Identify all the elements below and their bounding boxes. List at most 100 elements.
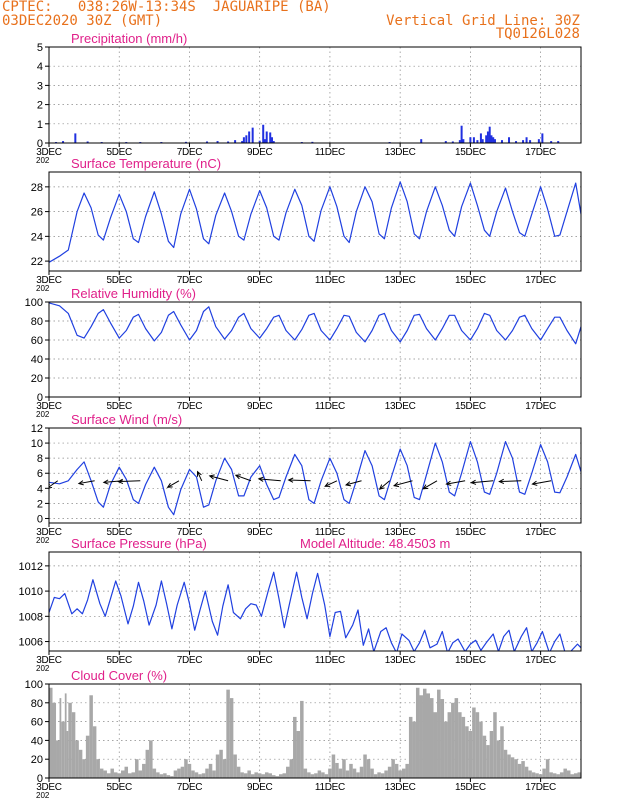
wind-arrow-shaft	[258, 478, 281, 482]
wind-xtick-label: 9DEC	[247, 527, 273, 538]
precip-xtick-label: 11DEC	[315, 147, 345, 158]
rh-series	[49, 302, 581, 345]
cloud-column	[152, 768, 157, 778]
cloud-column	[496, 740, 501, 778]
wind-arrow-head	[392, 482, 400, 488]
cloud-column	[563, 768, 567, 778]
wind-arrow-head	[287, 477, 294, 483]
precip-bar	[251, 127, 254, 143]
cloud-column	[451, 702, 455, 778]
cloud-column	[321, 772, 325, 778]
cloud-column	[415, 687, 420, 778]
wind-ytick-label: 12	[31, 423, 43, 435]
header-location: CPTEC: 038:26W-13:34S JAGUARIPE (BA)	[2, 0, 331, 15]
cloud-column	[180, 766, 185, 778]
wind-arrow-head	[196, 470, 202, 477]
header-date: 03DEC2020 30Z (GMT)	[2, 13, 163, 29]
wind-arrow-shaft	[393, 480, 413, 487]
cloud-column	[89, 695, 93, 778]
press-series	[49, 571, 581, 651]
precip-bar	[541, 133, 544, 143]
cloud-column	[454, 698, 459, 778]
press-xtick-label: 3DEC	[36, 655, 62, 666]
wind-panel: 0 2 4 6 8 10 12 3DEC 5DEC 7DEC 9DEC 11DEC 13DEC 15DEC…	[31, 412, 582, 545]
cloud-column	[68, 702, 72, 778]
cloud-column	[275, 776, 280, 778]
wind-ytick-label: 6	[37, 468, 43, 480]
cloud-column	[468, 731, 473, 778]
cloud-column	[345, 770, 350, 778]
cloud-column	[131, 772, 136, 778]
precip-bar	[62, 141, 65, 143]
precip-bar	[469, 137, 472, 143]
cloud-column	[78, 749, 83, 778]
cloud-column	[254, 772, 258, 778]
precip-ytick-label: 4	[37, 61, 43, 73]
cloud-column	[566, 770, 571, 778]
temp-xtick-label: 17DEC	[525, 275, 556, 286]
cloud-column	[373, 774, 378, 778]
precip-xtick-label: 15DEC	[455, 147, 486, 158]
cloud-column	[113, 772, 118, 778]
cloud-panel: 0 20 40 60 80 100 3DEC 5DEC 7DEC 9DEC 11DEC 13DEC 15…	[25, 668, 582, 800]
wind-arrow-shaft	[235, 474, 252, 482]
wind-ytick-label: 10	[31, 438, 43, 450]
cloud-title: Cloud Cover (%)	[71, 668, 167, 683]
precip-bar	[86, 141, 89, 143]
cloud-column	[117, 773, 121, 778]
wind-xtick-label: 5DEC	[106, 527, 132, 538]
cloud-column	[408, 716, 413, 778]
cloud-column	[124, 766, 129, 778]
cloud-column	[324, 774, 329, 778]
wind-arrow-head	[117, 478, 124, 485]
cloud-column	[271, 775, 276, 778]
wind-frame	[48, 427, 582, 524]
rh-ytick-label: 20	[31, 373, 43, 385]
cloud-column	[482, 735, 487, 778]
cloud-column	[56, 740, 60, 778]
cloud-column	[310, 774, 315, 778]
cloud-column	[257, 773, 262, 778]
precip-bar	[227, 141, 230, 143]
cloud-column	[514, 759, 518, 778]
cloud-xtick-label: 15DEC	[455, 782, 486, 793]
wind-arrow-shaft	[324, 480, 338, 487]
precip-bar	[216, 141, 219, 143]
cloud-column	[387, 766, 392, 778]
temp-xtick-label: 15DEC	[455, 275, 486, 286]
temp-xtick-label: 5DEC	[106, 275, 132, 286]
cloud-column	[236, 766, 241, 778]
precip-bar	[248, 131, 251, 143]
precip-bar	[488, 126, 491, 143]
press-xtick-label: 7DEC	[177, 655, 203, 666]
temp-xtick-label: 9DEC	[247, 275, 273, 286]
wind-arrow-head	[257, 476, 264, 482]
wind-arrow-head	[208, 474, 215, 480]
wind-arrow-shaft	[422, 480, 438, 490]
cloud-column	[92, 726, 97, 778]
cloud-column	[363, 754, 367, 778]
precip-bar	[258, 140, 261, 143]
cloud-column	[349, 763, 353, 778]
cloud-column	[145, 749, 150, 778]
rh-xtick-label: 17DEC	[525, 401, 556, 412]
cloud-column	[314, 773, 318, 778]
cloud-xtick-label: 9DEC	[247, 782, 273, 793]
wind-arrow-head	[498, 478, 505, 485]
cloud-column	[458, 712, 462, 778]
rh-frame	[48, 301, 582, 398]
cloud-column	[475, 712, 480, 778]
precip-bar	[245, 135, 248, 143]
cloud-column	[296, 731, 301, 778]
rh-xtick-label: 5DEC	[106, 401, 132, 412]
temp-series	[49, 181, 581, 263]
cloud-column	[194, 772, 199, 778]
rh-xtick-label: 15DEC	[455, 401, 486, 412]
wind-arrow-head	[531, 480, 538, 486]
precip-bar	[486, 131, 489, 143]
wind-arrow-shaft	[118, 480, 141, 483]
wind-arrow-shaft	[345, 480, 362, 486]
temp-xtick-label: 3DEC	[36, 275, 62, 286]
wind-arrow-head	[166, 482, 173, 488]
precip-bar	[557, 141, 560, 143]
